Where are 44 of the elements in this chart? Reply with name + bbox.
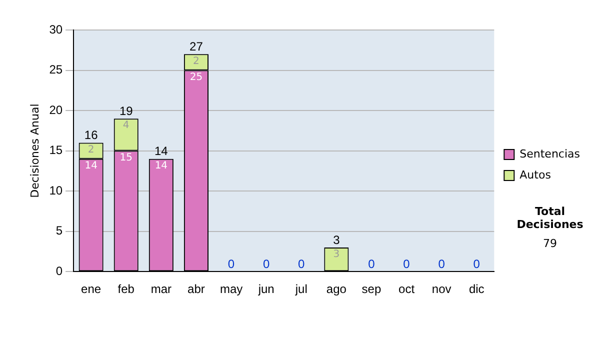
total-label: 16 [84, 128, 98, 142]
x-tick-label: nov [432, 282, 452, 296]
y-tick-label: 30 [49, 22, 63, 36]
x-tick-label: oct [398, 282, 416, 296]
total-label: 0 [262, 256, 270, 271]
x-tick-label: sep [362, 282, 382, 296]
x-tick-label: ene [81, 282, 102, 296]
data-label: 3 [333, 249, 340, 260]
x-tick-label: dic [468, 282, 484, 296]
total-label: 14 [154, 144, 168, 158]
data-label: 2 [193, 56, 200, 67]
y-tick-label: 25 [49, 62, 63, 77]
x-tick-label: jun [257, 282, 274, 296]
text: Total Decisiones [516, 205, 584, 231]
data-label: 14 [84, 160, 98, 172]
total-label: 0 [438, 256, 446, 271]
x-tick-label: feb [118, 282, 135, 296]
x-tick-label: abr [188, 282, 205, 296]
x-tick-label: mar [150, 282, 172, 296]
total-label: 0 [368, 256, 376, 271]
y-tick-label: 5 [56, 224, 63, 238]
data-label: 14 [154, 160, 168, 172]
y-axis-title: Decisiones Anual [28, 104, 42, 198]
legend-label: Autos [520, 168, 552, 182]
data-label: 4 [122, 120, 130, 132]
x-tick-label: ago [326, 282, 347, 296]
x-tick-label: jul [294, 282, 308, 296]
total-label: 27 [190, 39, 204, 54]
data-label: 2 [88, 144, 94, 156]
text: 79 [542, 237, 558, 250]
total-label: 0 [473, 256, 480, 271]
y-tick-label: 0 [56, 264, 63, 278]
y-tick-label: 10 [49, 183, 63, 198]
data-label: 15 [120, 152, 132, 164]
total-label: 19 [119, 104, 134, 118]
data-label: 25 [190, 72, 203, 83]
y-tick-label: 20 [49, 102, 63, 117]
total-label: 0 [403, 256, 410, 271]
total-label: 3 [333, 232, 340, 247]
legend-label: Sentencias [520, 147, 580, 160]
total-label: 0 [298, 256, 306, 271]
total-label: 0 [228, 256, 235, 271]
x-tick-label: may [220, 282, 243, 296]
y-tick-label: 15 [49, 143, 63, 158]
